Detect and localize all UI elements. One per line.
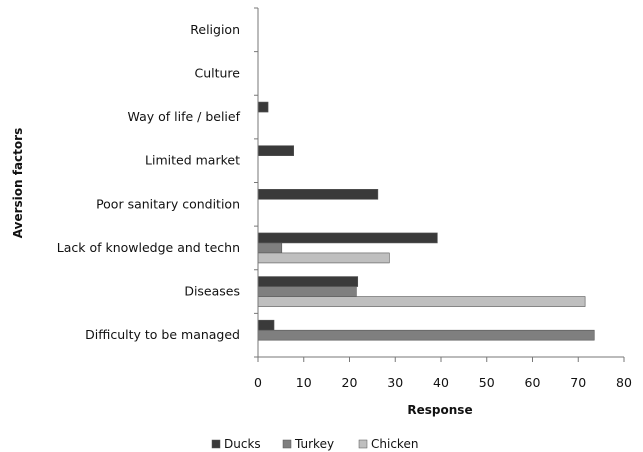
x-axis-title: Response — [407, 403, 472, 417]
x-tick-label: 80 — [616, 375, 632, 390]
x-tick-label: 20 — [342, 375, 358, 390]
bar-turkey — [257, 242, 283, 254]
bar-chicken — [257, 252, 390, 264]
legend-label-ducks: Ducks — [224, 437, 261, 451]
legend-label-chicken: Chicken — [371, 437, 418, 451]
legend-swatch-chicken — [358, 439, 368, 449]
x-tick-label: 70 — [570, 375, 586, 390]
x-tick-labels: 0 10 20 30 40 50 60 70 80 — [254, 375, 632, 390]
category-label: Religion — [190, 22, 240, 37]
x-tick-label: 60 — [525, 375, 541, 390]
x-tick-label: 30 — [387, 375, 403, 390]
x-tick-label: 40 — [433, 375, 449, 390]
category-label: Difficulty to be managed — [85, 327, 240, 342]
bar-turkey — [257, 286, 357, 297]
axes-layer — [254, 7, 625, 362]
legend-swatch-turkey — [282, 439, 292, 449]
category-label: Lack of knowledge and techn — [57, 240, 240, 255]
bar-ducks — [257, 145, 294, 156]
x-tick-label: 10 — [296, 375, 312, 390]
x-tick-label: 0 — [254, 375, 262, 390]
bar-ducks — [257, 232, 438, 244]
legend-label-turkey: Turkey — [294, 437, 334, 451]
bar-ducks — [257, 276, 359, 287]
category-label: Diseases — [184, 284, 240, 299]
y-axis-title: Aversion factors — [11, 128, 25, 238]
legend-swatch-ducks — [211, 439, 221, 449]
bar-turkey — [257, 329, 595, 341]
bar-chicken — [257, 296, 586, 307]
bar-ducks — [257, 189, 379, 200]
bar-ducks — [257, 319, 275, 331]
bars-layer — [257, 101, 595, 341]
category-labels: Religion Culture Way of life / belief Limit… — [57, 22, 241, 342]
category-label: Limited market — [145, 153, 240, 168]
category-label: Poor sanitary condition — [96, 196, 240, 211]
x-tick-label: 50 — [479, 375, 495, 390]
bar-ducks — [257, 101, 269, 113]
category-label: Culture — [194, 65, 240, 80]
category-label: Way of life / belief — [128, 109, 241, 124]
legend: Ducks Turkey Chicken — [211, 437, 418, 451]
